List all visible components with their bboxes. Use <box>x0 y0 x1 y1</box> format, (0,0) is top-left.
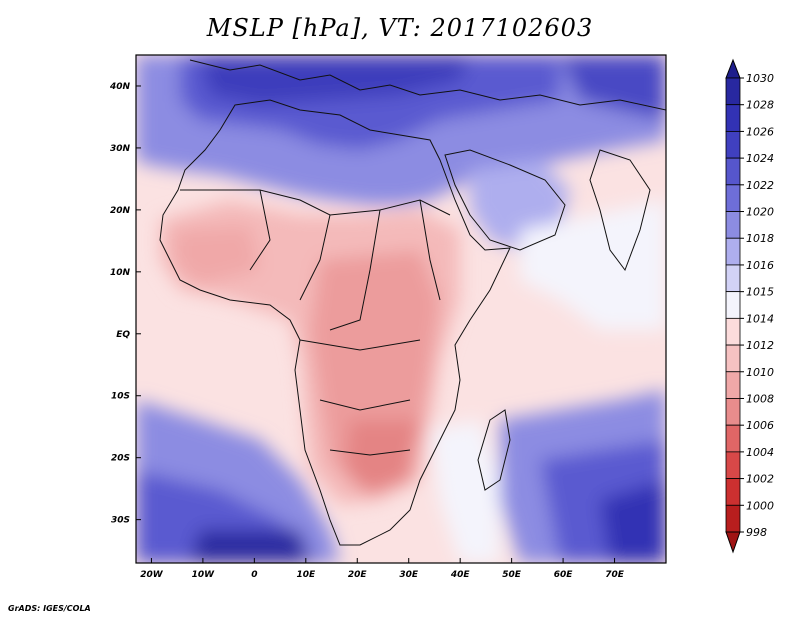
colorbar-level-label: 1010 <box>746 366 774 379</box>
x-tick-label: 20E <box>348 570 368 580</box>
colorbar-level-label: 1026 <box>746 125 774 138</box>
colorbar-swatch <box>725 264 741 293</box>
colorbar-swatch <box>725 451 741 479</box>
colorbar-level-label: 1022 <box>746 179 774 192</box>
x-tick-label: 10E <box>296 570 316 580</box>
colorbar-swatch <box>725 157 741 186</box>
colorbar-swatch <box>725 398 741 426</box>
colorbar-level-label: 1004 <box>746 446 774 459</box>
x-tick-label: 30E <box>399 570 419 580</box>
x-tick-label: 70E <box>605 570 625 580</box>
x-tick-label: 60E <box>554 570 574 580</box>
colorbar-level-label: 1015 <box>746 286 774 299</box>
y-tick-label: 40N <box>109 82 131 92</box>
colorbar-swatch <box>725 211 741 239</box>
grads-credit: GrADS: IGES/COLA <box>8 604 91 613</box>
colorbar-level-label: 1008 <box>746 392 774 405</box>
colorbar-swatch <box>725 291 741 319</box>
madagascar-coastline <box>477 409 511 491</box>
colorbar-level-label: 1006 <box>746 419 774 432</box>
colorbar-level-label: 1002 <box>746 473 774 486</box>
colorbar-swatch <box>725 371 741 399</box>
colorbar-bottom-triangle <box>725 531 741 554</box>
india-coastline <box>589 149 651 272</box>
colorbar-level-label: 1028 <box>746 99 774 112</box>
x-tick-label: 10W <box>192 570 216 580</box>
colorbar-level-label: 1030 <box>746 72 774 85</box>
colorbar-level-label: 1012 <box>746 339 774 352</box>
colorbar-swatch <box>725 317 741 346</box>
colorbar: 1030 1028 1026 1024 1022 1020 1018 1016 1015 1014… <box>725 58 774 554</box>
x-tick-label: 50E <box>502 570 522 580</box>
colorbar-top-triangle <box>725 58 741 79</box>
colorbar-swatch <box>725 104 741 132</box>
colorbar-swatch <box>725 344 741 373</box>
colorbar-level-label: 998 <box>746 526 767 539</box>
africa-coastline <box>159 99 511 546</box>
colorbar-level-label: 1024 <box>746 152 774 165</box>
colorbar-level-label: 1018 <box>746 232 774 245</box>
y-tick-label: 20S <box>111 454 130 464</box>
axis-ticks: 20W 10W 0 10E 20E 30E 40E 50E 60E 70E 40N 30N 20N 10N… <box>109 82 625 580</box>
x-tick-label: 20W <box>140 570 164 580</box>
plot-frame <box>135 54 667 564</box>
colorbar-level-label: 1020 <box>746 206 774 219</box>
y-tick-label: 30S <box>111 516 130 526</box>
x-tick-label: 0 <box>251 570 257 580</box>
pressure-field <box>136 55 666 563</box>
colorbar-level-label: 1000 <box>746 499 774 512</box>
colorbar-swatch <box>725 478 741 506</box>
colorbar-level-label: 1014 <box>746 312 774 325</box>
colorbar-swatch <box>725 424 741 453</box>
map-title: MSLP [hPa], VT: 2017102603 <box>206 14 594 42</box>
colorbar-swatch <box>725 184 741 212</box>
europe-coastline <box>189 59 666 111</box>
colorbar-swatch <box>725 504 741 533</box>
coastlines <box>159 59 666 546</box>
colorbar-swatch <box>725 77 741 106</box>
y-tick-label: 30N <box>110 144 131 154</box>
colorbar-swatch <box>725 237 741 266</box>
x-tick-label: 40E <box>450 570 471 580</box>
y-tick-label: 20N <box>110 206 131 216</box>
y-tick-label: 10S <box>111 392 130 402</box>
colorbar-swatch <box>725 131 741 159</box>
colorbar-level-label: 1016 <box>746 259 774 272</box>
arabia-coastline <box>444 149 566 251</box>
y-tick-label: 10N <box>110 268 131 278</box>
y-tick-label: EQ <box>116 330 130 340</box>
